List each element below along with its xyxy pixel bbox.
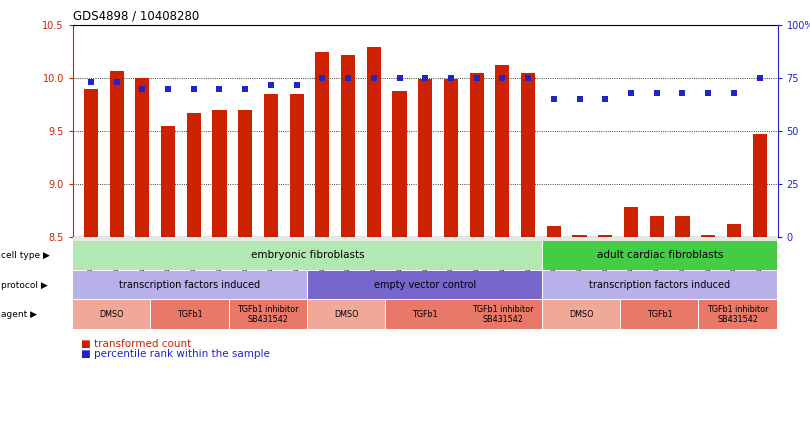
Text: transcription factors induced: transcription factors induced [589,280,731,290]
Bar [676,216,689,237]
Point [522,75,535,82]
Bar [727,224,741,237]
Bar [496,65,509,237]
Bar [599,235,612,237]
Text: TGFb1: TGFb1 [647,310,672,319]
Text: DMSO: DMSO [569,310,594,319]
Point [548,96,561,103]
Bar [341,55,355,237]
Bar [109,71,124,237]
Point [187,85,200,92]
Point [676,90,689,96]
Point [625,90,637,96]
Point [573,96,586,103]
Text: ■ percentile rank within the sample: ■ percentile rank within the sample [81,349,270,360]
Bar [367,47,381,237]
Bar [418,80,433,237]
Bar [212,110,227,237]
Point [84,79,97,86]
Bar [187,113,201,237]
Point [393,75,406,82]
Text: ■ transformed count: ■ transformed count [81,339,191,349]
Bar [573,235,586,237]
Bar [161,126,175,237]
Text: TGFb1 inhibitor
SB431542: TGFb1 inhibitor SB431542 [472,305,534,324]
Point [316,75,329,82]
Bar [752,135,767,237]
Text: TGFb1 inhibitor
SB431542: TGFb1 inhibitor SB431542 [707,305,769,324]
Text: cell type ▶: cell type ▶ [1,251,49,260]
Point [753,75,766,82]
Bar [444,80,458,237]
Bar [650,216,663,237]
Text: TGFb1 inhibitor
SB431542: TGFb1 inhibitor SB431542 [237,305,299,324]
Point [367,75,380,82]
Point [342,75,355,82]
Bar [264,94,278,237]
Bar [701,235,715,237]
Bar [470,73,484,237]
Bar [290,94,304,237]
Text: embryonic fibroblasts: embryonic fibroblasts [250,250,364,261]
Bar [547,226,561,237]
Bar [135,78,149,237]
Bar [238,110,252,237]
Text: TGFb1: TGFb1 [177,310,202,319]
Point [727,90,740,96]
Bar [521,73,535,237]
Point [239,85,252,92]
Point [136,85,149,92]
Point [110,79,123,86]
Text: adult cardiac fibroblasts: adult cardiac fibroblasts [596,250,723,261]
Point [599,96,612,103]
Text: empty vector control: empty vector control [373,280,476,290]
Point [471,75,484,82]
Point [161,85,174,92]
Bar [315,52,330,237]
Point [445,75,458,82]
Text: DMSO: DMSO [100,310,124,319]
Text: GDS4898 / 10408280: GDS4898 / 10408280 [73,10,199,23]
Bar [83,89,98,237]
Text: agent ▶: agent ▶ [1,310,36,319]
Point [496,75,509,82]
Text: transcription factors induced: transcription factors induced [119,280,261,290]
Bar [624,207,638,237]
Point [264,81,277,88]
Text: DMSO: DMSO [335,310,359,319]
Bar [393,91,407,237]
Point [213,85,226,92]
Point [650,90,663,96]
Point [419,75,432,82]
Text: protocol ▶: protocol ▶ [1,280,48,290]
Text: TGFb1: TGFb1 [412,310,437,319]
Point [290,81,303,88]
Point [701,90,714,96]
